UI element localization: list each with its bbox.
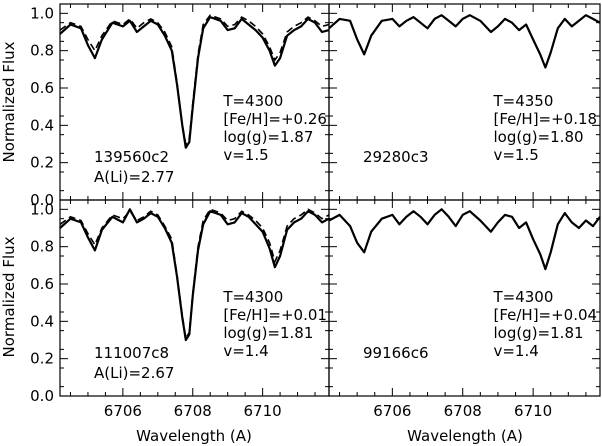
panel-frame [328, 3, 601, 201]
panel-139560c2: 0.0 0.2 0.4 0.6 0.8 1.0 T=4300[Fe/H]=+0.26log(… [30, 3, 330, 209]
y-tick-label: 0.0 [30, 191, 54, 209]
y-tick-label: 0.4 [30, 312, 54, 330]
param-label: v=1.4 [493, 342, 538, 360]
y-axis-title: Normalized Flux [0, 41, 18, 162]
y-tick-label: 0.2 [30, 154, 54, 172]
param-label: v=1.5 [493, 146, 538, 164]
x-tick-label: 6708 [444, 402, 482, 420]
y-tick-label: 0.0 [30, 387, 54, 405]
param-label: log(g)=1.80 [493, 128, 583, 146]
panels-group: 0.00.20.40.60.81.0T=4300[Fe/H]=+0.26log(… [30, 3, 601, 420]
param-label: log(g)=1.81 [223, 324, 313, 342]
param-label: v=1.5 [223, 146, 268, 164]
y-tick-label: 0.4 [30, 116, 54, 134]
param-label: log(g)=1.87 [223, 128, 313, 146]
x-axis-title: Wavelength (A) [136, 427, 252, 445]
x-tick-label: 6710 [244, 402, 282, 420]
li-abundance-label: A(Li)=2.77 [94, 168, 174, 186]
panel-111007c8: 0.0 0.2 0.4 0.6 0.8 1.0 6706 6708 6710 T=4300[Fe/… [30, 199, 330, 420]
y-axis-title: Normalized Flux [0, 236, 18, 357]
param-label: T=4300 [492, 288, 553, 306]
param-label: log(g)=1.81 [493, 324, 583, 342]
y-tick-label: 0.2 [30, 350, 54, 368]
panel-frame [328, 199, 601, 397]
observed-spectrum-line [59, 208, 330, 342]
x-axis-title: Wavelength (A) [407, 427, 523, 445]
y-tick-label: 0.6 [30, 79, 54, 97]
observed-spectrum-line [328, 208, 601, 271]
y-tick-label: 1.0 [30, 200, 54, 218]
y-axis-title-top: Normalized Flux [0, 41, 18, 162]
star-id-label: 111007c8 [94, 344, 169, 362]
x-tick-label: 6710 [514, 402, 552, 420]
star-id-label: 139560c2 [94, 148, 169, 166]
panel-99166c6: 6706 6708 6710 T=4300[Fe/H]=+0.04log(g)=1.8… [328, 199, 601, 420]
li-abundance-label: A(Li)=2.67 [94, 364, 174, 382]
y-axis-title-bottom: Normalized Flux [0, 236, 18, 357]
observed-spectrum-line [328, 14, 601, 69]
param-label: T=4300 [222, 92, 283, 110]
y-tick-label: 1.0 [30, 4, 54, 22]
y-tick-label: 0.6 [30, 275, 54, 293]
observed-spectrum-line [59, 16, 330, 149]
param-label: [Fe/H]=+0.18 [493, 110, 597, 128]
star-id-label: 99166c6 [363, 344, 429, 362]
param-label: [Fe/H]=+0.01 [223, 306, 327, 324]
param-label: T=4300 [222, 288, 283, 306]
x-tick-label: 6708 [174, 402, 212, 420]
y-tick-label: 0.8 [30, 238, 54, 256]
x-tick-label: 6706 [373, 402, 411, 420]
x-tick-label: 6706 [104, 402, 142, 420]
star-id-label: 29280c3 [363, 148, 429, 166]
param-label: [Fe/H]=+0.26 [223, 110, 327, 128]
param-label: v=1.4 [223, 342, 268, 360]
y-tick-label: 0.8 [30, 42, 54, 60]
param-label: [Fe/H]=+0.04 [493, 306, 597, 324]
param-label: T=4350 [492, 92, 553, 110]
